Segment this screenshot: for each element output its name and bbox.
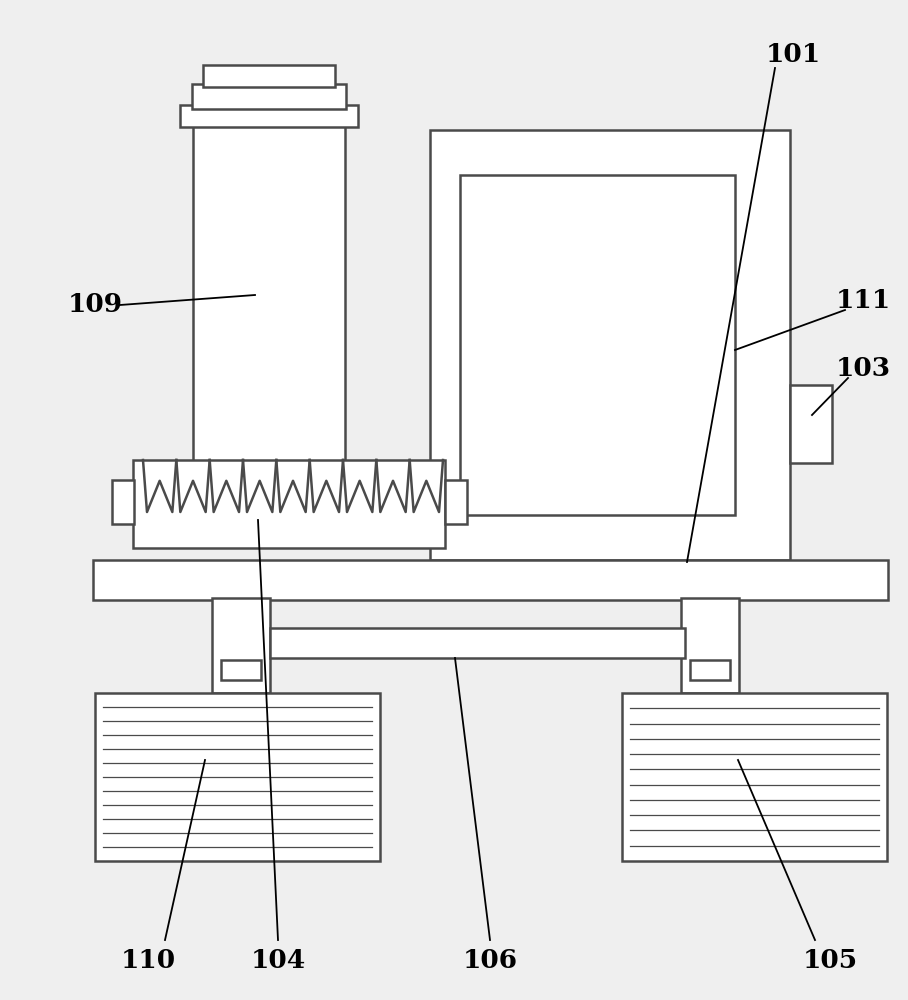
Bar — [445, 480, 467, 524]
Bar — [460, 175, 735, 515]
Text: 105: 105 — [803, 948, 857, 972]
Bar — [180, 105, 358, 127]
Text: 111: 111 — [835, 288, 891, 312]
Bar — [93, 560, 888, 600]
Bar — [790, 385, 832, 463]
Text: 110: 110 — [121, 948, 175, 972]
Bar — [221, 660, 261, 680]
Text: 109: 109 — [67, 292, 123, 318]
Bar — [622, 693, 887, 861]
Bar — [193, 110, 345, 480]
Text: 103: 103 — [835, 356, 891, 380]
Bar — [270, 628, 685, 658]
Bar — [203, 65, 335, 87]
Bar — [430, 130, 790, 560]
Text: 106: 106 — [462, 948, 518, 972]
Text: 104: 104 — [251, 948, 306, 972]
Bar — [112, 480, 134, 524]
Bar — [690, 660, 730, 680]
Bar — [681, 598, 739, 693]
Bar — [95, 693, 380, 861]
Text: 101: 101 — [765, 42, 821, 68]
Bar — [192, 84, 346, 109]
Bar — [133, 460, 445, 548]
Bar — [212, 598, 270, 693]
